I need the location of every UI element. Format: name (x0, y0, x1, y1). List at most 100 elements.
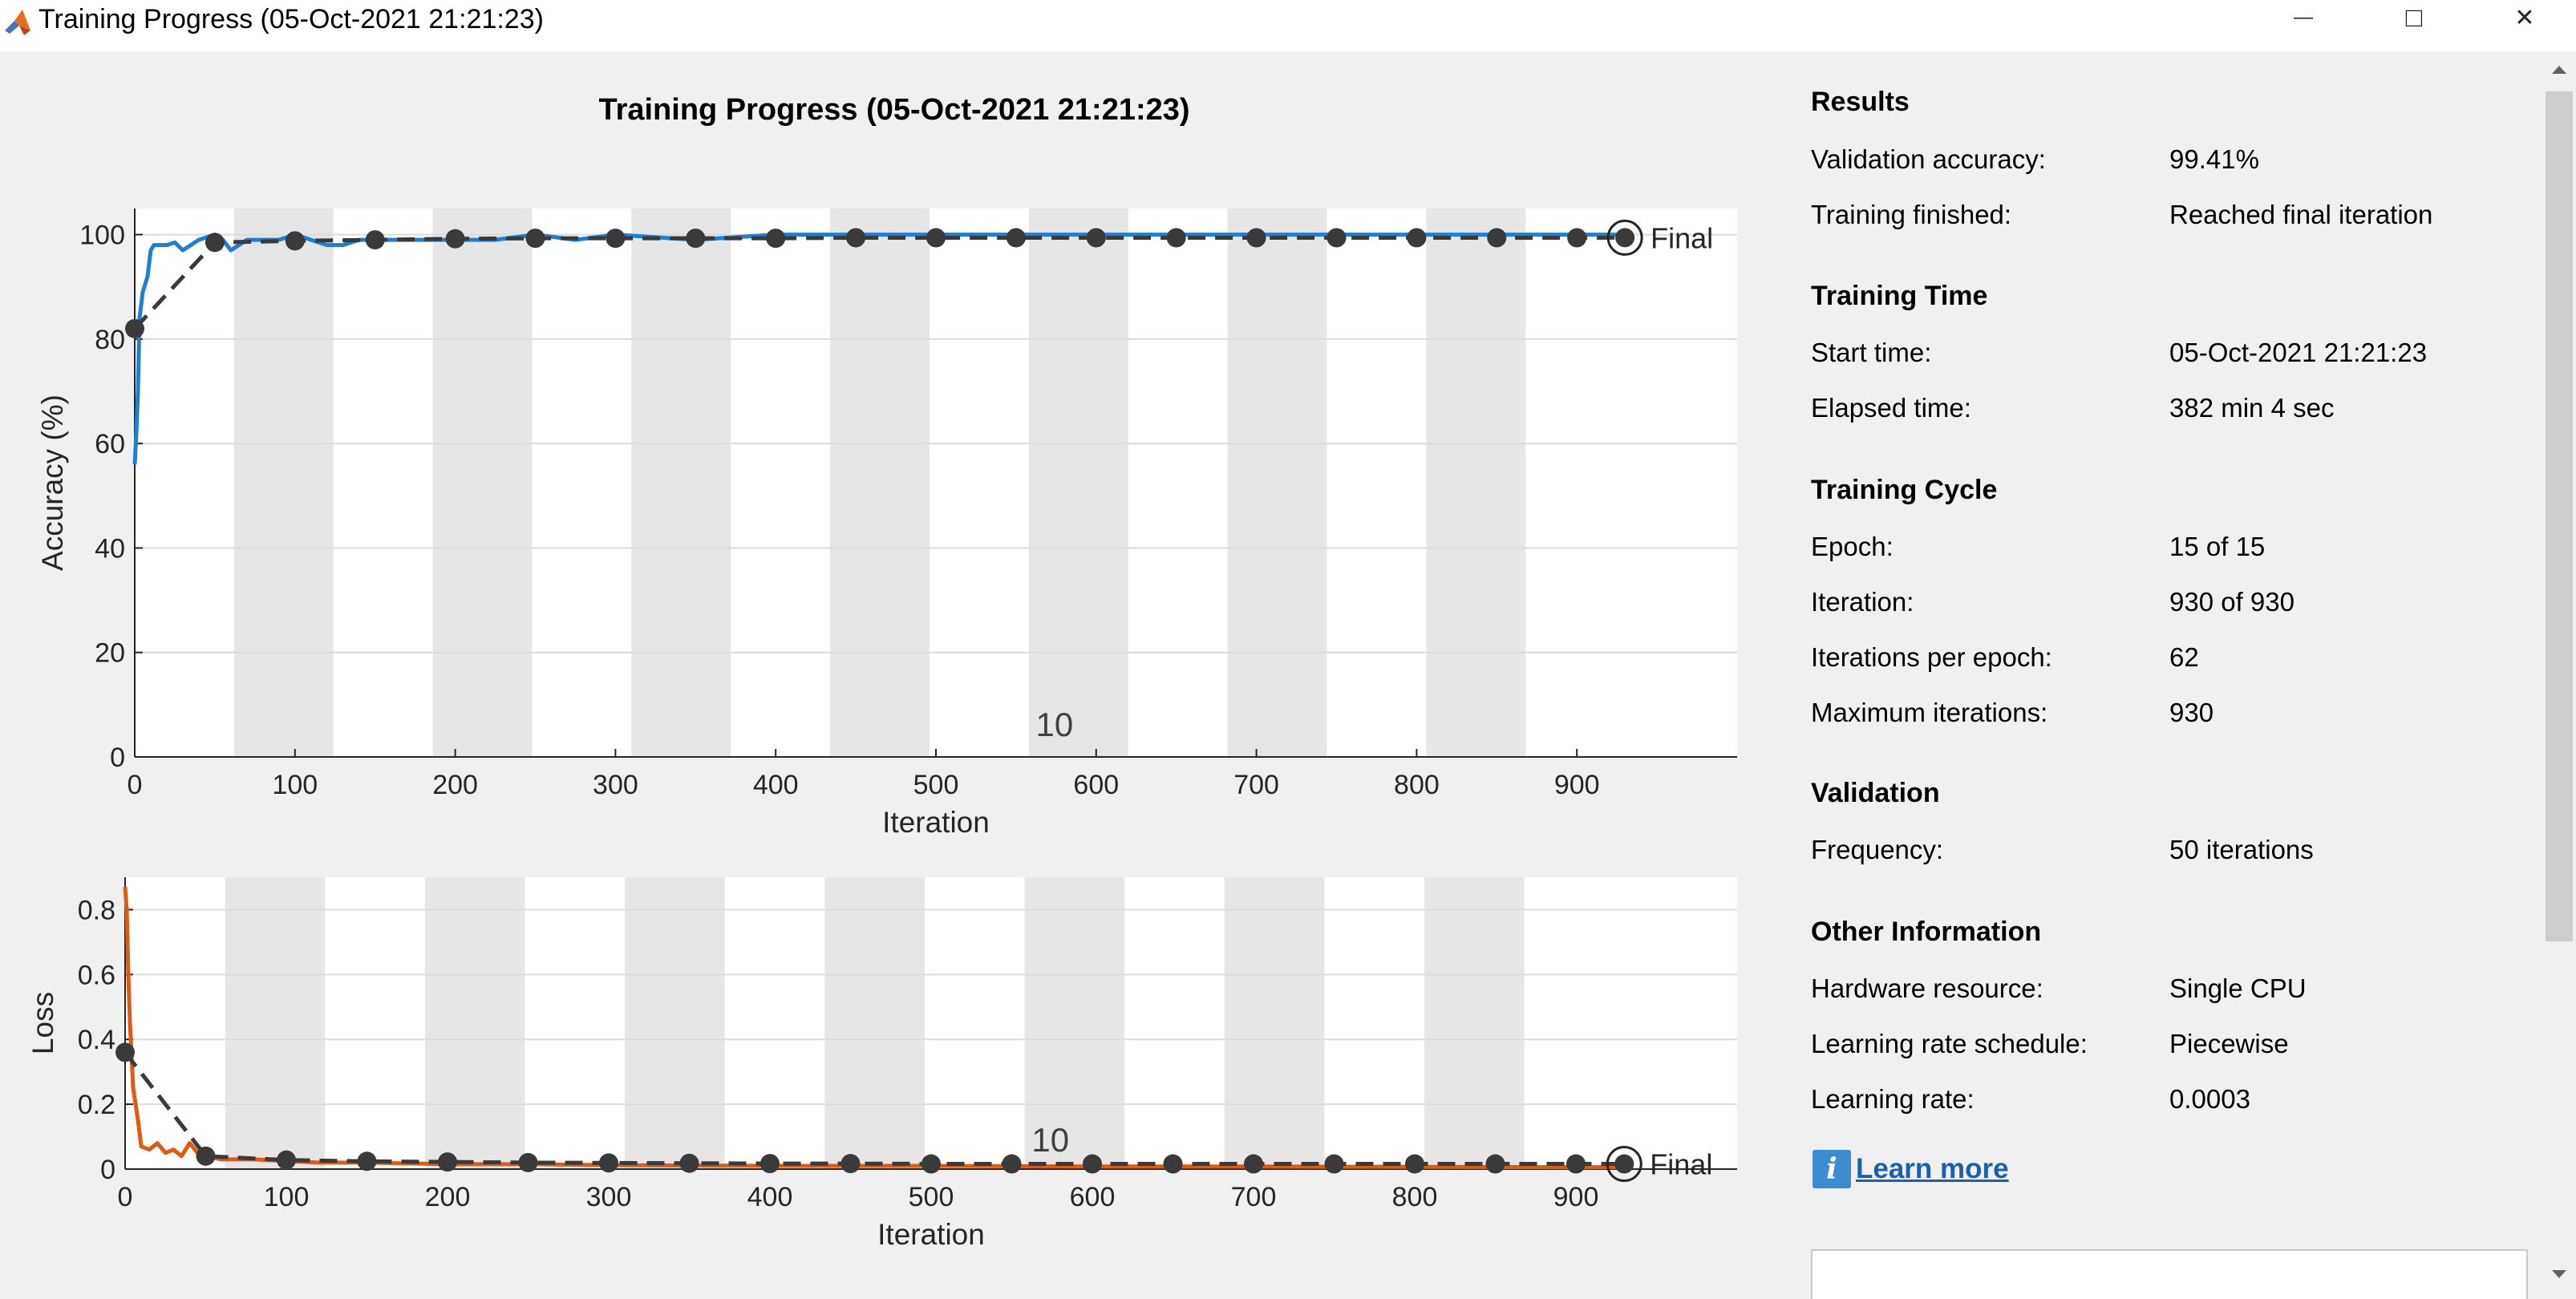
validation-point (599, 1153, 618, 1173)
maximum-iterations-label: Maximum iterations: (1811, 698, 2048, 727)
x-tick-label: 900 (1554, 770, 1600, 800)
validation-point (1006, 228, 1026, 248)
y-tick-label: 100 (79, 221, 125, 251)
epoch-band (824, 877, 925, 1169)
validation-point (1166, 228, 1186, 248)
y-axis-label: Loss (26, 992, 59, 1054)
window-title: Training Progress (05-Oct-2021 21:21:23) (38, 4, 544, 34)
iteration-label: Iteration: (1811, 587, 1914, 617)
epoch-annotation: 10 (1035, 706, 1073, 743)
validation-point (1244, 1154, 1263, 1174)
details-box (1811, 1249, 2528, 1299)
x-tick-label: 800 (1394, 770, 1440, 800)
epoch-band (830, 208, 930, 757)
final-marker (1615, 228, 1635, 248)
close-button[interactable]: ✕ (2469, 0, 2576, 35)
epoch-annotation: 10 (1031, 1121, 1069, 1159)
validation-line (133, 235, 1626, 330)
validation-point (518, 1152, 538, 1172)
epoch-band (1426, 208, 1526, 757)
learning-rate-schedule-value: Piecewise (2169, 1029, 2289, 1058)
iterations-per-epoch-value: 62 (2169, 642, 2199, 672)
validation-point (1487, 228, 1507, 248)
training-finished-label: Training finished: (1811, 200, 2012, 229)
epoch-band (1227, 208, 1327, 757)
scroll-up-arrow-icon[interactable] (2549, 63, 2570, 77)
validation-point (846, 228, 866, 248)
x-tick-label: 200 (425, 1182, 471, 1212)
y-tick-label: 0.4 (78, 1025, 115, 1055)
scroll-thumb[interactable] (2546, 91, 2573, 941)
iterations-per-epoch-label: Iterations per epoch: (1811, 642, 2052, 672)
validation-point (1324, 1154, 1344, 1174)
validation-point (1567, 228, 1587, 248)
validation-point (125, 318, 144, 338)
epoch-label: Epoch: (1811, 532, 1894, 561)
validation-point (357, 1151, 377, 1172)
validation-point (1485, 1154, 1505, 1174)
minimize-button[interactable]: — (2248, 0, 2359, 35)
accuracy-chart: 0 20 40 60 80 100 0 100 200 300 400 500 600 700 800 900… (36, 208, 1737, 839)
final-marker-ring (1606, 219, 1643, 256)
epoch-band (1024, 877, 1125, 1169)
final-label: Final (1650, 1148, 1712, 1181)
validation-point (1566, 1154, 1586, 1174)
x-tick-label: 400 (753, 770, 799, 800)
y-tick-label: 0.6 (78, 960, 115, 990)
start-time-label: Start time: (1811, 338, 1932, 367)
x-tick-label: 600 (1073, 770, 1119, 800)
scroll-down-arrow-icon[interactable] (2549, 1267, 2570, 1281)
epoch-band (1224, 877, 1325, 1169)
learn-more-link[interactable]: i Learn more (1813, 1148, 2009, 1190)
validation-point (1002, 1154, 1022, 1174)
epoch-value: 15 of 15 (2169, 532, 2266, 561)
x-tick-label: 0 (128, 770, 143, 800)
validation-point (1086, 228, 1106, 248)
learning-rate-label: Learning rate: (1811, 1084, 1975, 1114)
validation-point (1246, 228, 1266, 248)
x-tick-label: 700 (1231, 1182, 1277, 1212)
validation-point (840, 1154, 861, 1174)
learn-more-text[interactable]: Learn more (1856, 1153, 2009, 1184)
maximize-button[interactable]: □ (2359, 0, 2469, 35)
y-tick-label: 0 (110, 743, 125, 773)
validation-point (926, 228, 946, 248)
x-tick-label: 200 (432, 770, 478, 800)
section-training-time: Training Time (1811, 281, 1988, 311)
validation-point (1083, 1154, 1102, 1174)
epoch-band (625, 877, 725, 1169)
validation-point (1163, 1154, 1183, 1174)
final-marker-ring (1606, 1146, 1642, 1183)
figure-title: Training Progress (05-Oct-2021 21:21:23) (598, 93, 1190, 127)
final-label: Final (1651, 221, 1713, 254)
x-tick-label: 500 (909, 1182, 954, 1212)
validation-point (766, 229, 786, 249)
training-line (132, 233, 1626, 465)
epoch-band (631, 208, 731, 757)
training-finished-value: Reached final iteration (2169, 200, 2433, 229)
validation-point (760, 1154, 780, 1174)
maximize-icon: □ (2405, 2, 2423, 33)
validation-point (1407, 228, 1427, 248)
validation-point (606, 229, 626, 249)
y-tick-label: 20 (95, 638, 125, 669)
section-validation: Validation (1811, 778, 1940, 808)
validation-point (679, 1153, 699, 1173)
x-tick-label: 600 (1070, 1182, 1116, 1212)
elapsed-time-label: Elapsed time: (1811, 393, 1971, 423)
maximum-iterations-value: 930 (2169, 698, 2214, 727)
epoch-band (233, 208, 334, 757)
x-tick-label: 100 (272, 770, 318, 800)
x-tick-label: 400 (747, 1182, 793, 1212)
validation-point (525, 229, 545, 249)
validation-point (438, 1152, 457, 1172)
validation-point (365, 230, 385, 250)
x-tick-label: 700 (1233, 770, 1279, 800)
x-tick-label: 800 (1392, 1182, 1438, 1212)
vertical-scrollbar[interactable] (2542, 51, 2576, 1289)
x-tick-label: 500 (913, 770, 959, 800)
learning-rate-schedule-label: Learning rate schedule: (1811, 1029, 2088, 1058)
epoch-band (432, 208, 533, 757)
validation-point (277, 1150, 296, 1170)
